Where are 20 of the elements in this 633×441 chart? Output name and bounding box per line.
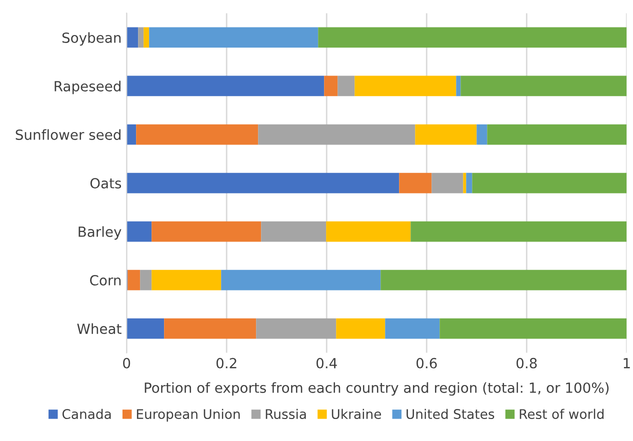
y-tick-label: Wheat [77, 323, 122, 334]
x-tick-label: 0.2 [216, 358, 236, 368]
x-tick-label: 1 [624, 358, 630, 368]
y-tick-label: Sunflower seed [16, 129, 120, 140]
x-tick-label: 0.8 [516, 358, 537, 368]
legend-label: Rest of world [520, 408, 604, 420]
y-tick-label: Corn [90, 275, 121, 286]
x-tick-label: 0.4 [316, 358, 337, 368]
x-tick-label: 0 [123, 358, 130, 368]
y-tick-label: Barley [78, 226, 122, 240]
legend-label: Ukraine [332, 408, 382, 420]
y-tick-label: Oats [90, 178, 122, 188]
x-axis-title: Portion of exports from each country and region (total: 1, or 100%) [144, 382, 609, 396]
legend-label: European Union [136, 408, 240, 422]
y-tick-label: Rapeseed [54, 80, 120, 94]
legend-label: Russia [266, 408, 306, 420]
y-tick-label: Soybean [62, 32, 121, 46]
x-tick-label: 0.6 [416, 358, 437, 368]
legend-label: Canada [62, 408, 111, 420]
legend-label: United States [406, 408, 494, 420]
